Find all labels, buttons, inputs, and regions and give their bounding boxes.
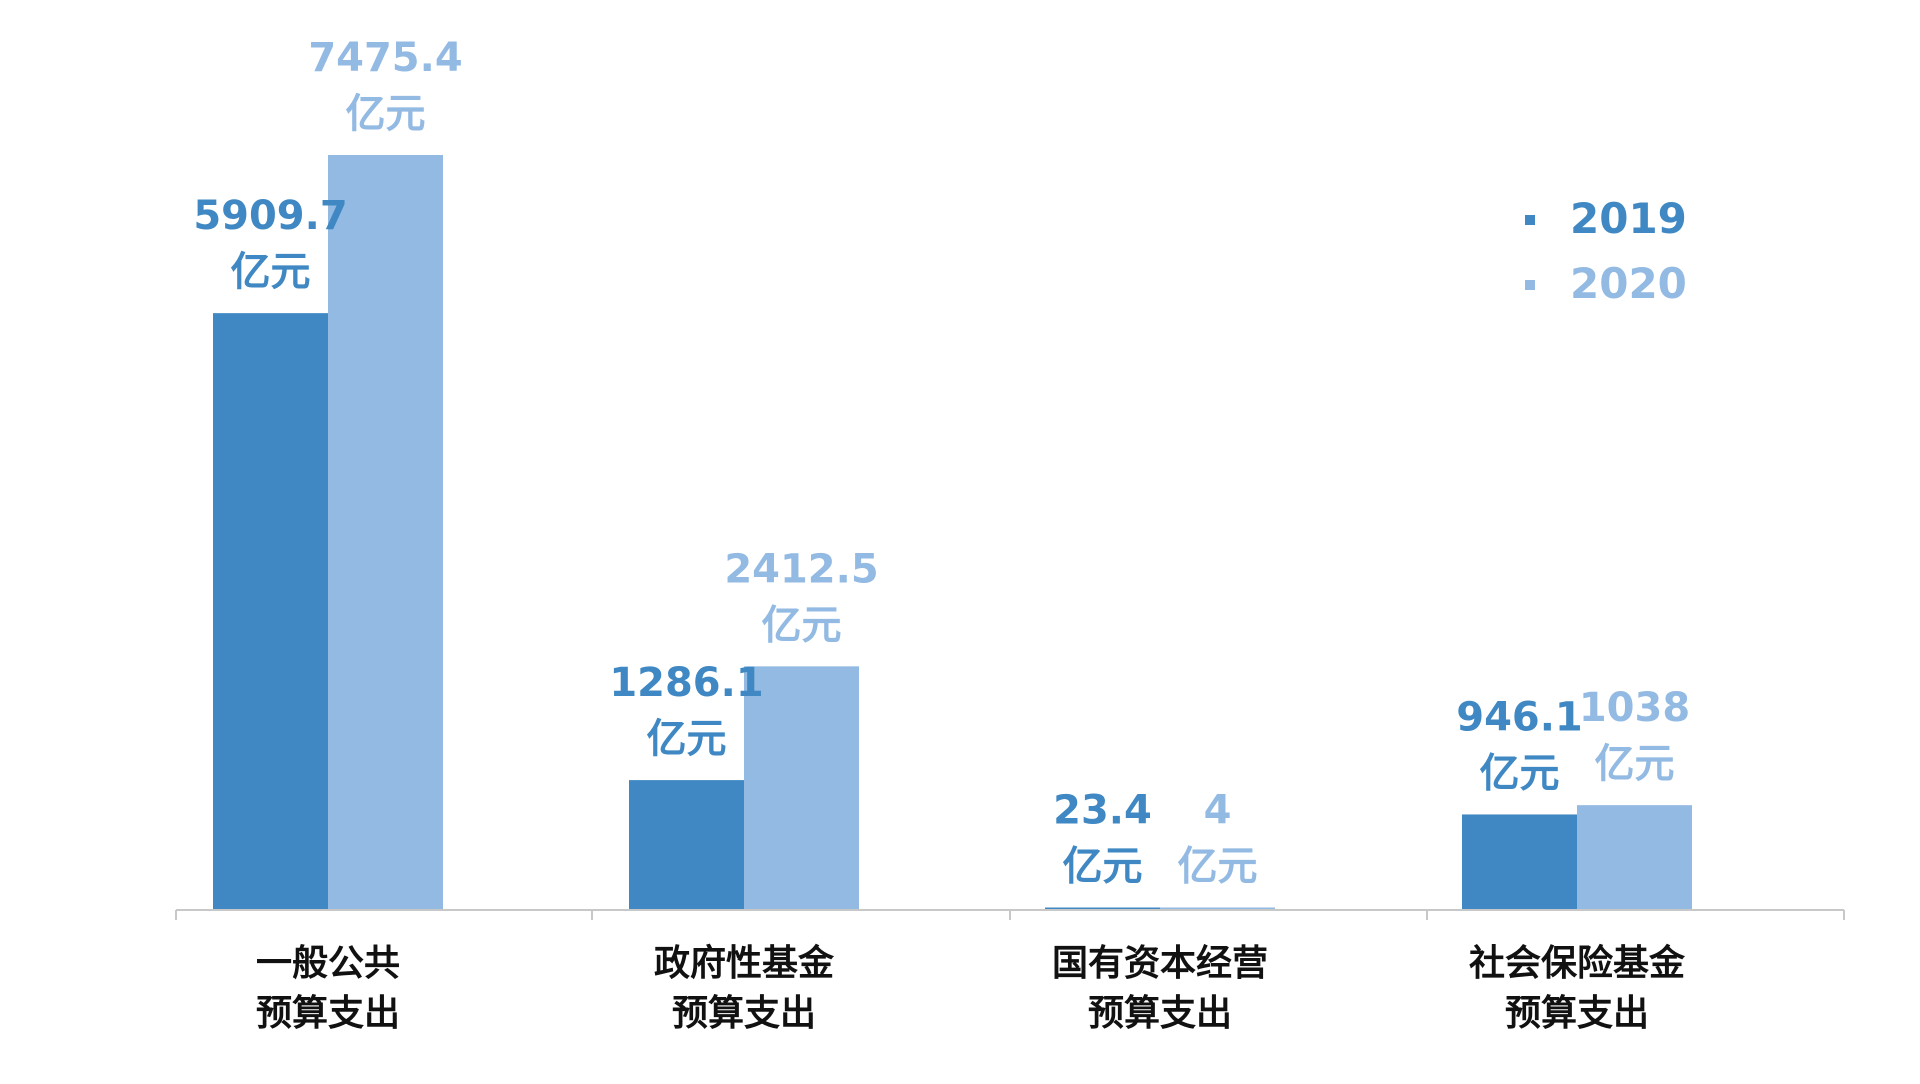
- bar-2020-3: [1160, 907, 1275, 910]
- category-label-line1: 国有资本经营: [1052, 943, 1268, 984]
- data-label-unit: 亿元: [1178, 844, 1258, 890]
- bar-2020-1: [328, 155, 443, 910]
- data-label-unit: 亿元: [231, 249, 311, 295]
- bar-2019-3: [1045, 907, 1160, 910]
- category-label-line1: 一般公共: [256, 943, 400, 984]
- data-label-value: 7475.4: [308, 35, 462, 81]
- data-label-value: 946.1: [1456, 694, 1583, 740]
- bars-layer: [213, 155, 1692, 911]
- category-label-line2: 预算支出: [1505, 993, 1649, 1034]
- bar-2019-1: [213, 313, 328, 911]
- legend-marker-2019: [1525, 215, 1535, 225]
- data-label-value: 23.4: [1053, 788, 1152, 834]
- category-label-line2: 预算支出: [1088, 993, 1232, 1034]
- x-axis-ticks: [175, 910, 1845, 920]
- data-label-unit: 亿元: [1480, 750, 1560, 796]
- data-labels: 5909.7 亿元 7475.4 亿元 1286.1 亿元 2412.5 亿元 23.4 亿元 4 亿…: [193, 35, 1690, 890]
- category-label-line2: 预算支出: [672, 993, 816, 1034]
- legend: 2019 2020: [1525, 194, 1687, 308]
- data-label-unit: 亿元: [762, 602, 842, 648]
- data-label-unit: 亿元: [1595, 741, 1675, 787]
- legend-label-2019: 2019: [1570, 194, 1687, 243]
- category-label-line1: 社会保险基金: [1469, 942, 1686, 984]
- bar-2019-4: [1462, 814, 1577, 910]
- data-label-value: 4: [1204, 788, 1232, 834]
- legend-label-2020: 2020: [1570, 259, 1687, 308]
- legend-marker-2020: [1525, 280, 1535, 290]
- data-label-unit: 亿元: [1063, 844, 1143, 890]
- data-label-value: 5909.7: [193, 193, 347, 239]
- bar-2020-2: [744, 666, 859, 910]
- category-label-line2: 预算支出: [256, 993, 400, 1034]
- data-label-value: 1038: [1579, 685, 1690, 731]
- data-label-unit: 亿元: [647, 716, 727, 762]
- data-label-value: 1286.1: [609, 660, 763, 706]
- bar-2019-2: [629, 780, 744, 910]
- bar-2020-4: [1577, 805, 1692, 910]
- data-label-value: 2412.5: [724, 546, 878, 592]
- data-label-unit: 亿元: [346, 91, 426, 137]
- category-label-line1: 政府性基金: [654, 942, 835, 984]
